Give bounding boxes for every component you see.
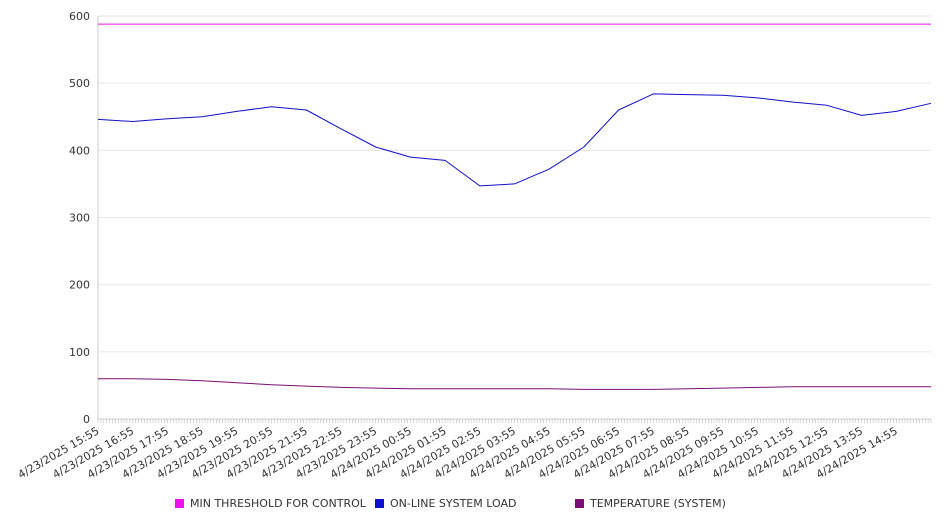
legend-swatch-online-system-load	[375, 499, 384, 508]
y-tick-label: 600	[69, 10, 90, 23]
y-tick-label: 0	[83, 413, 90, 426]
legend-swatch-temperature-system	[575, 499, 584, 508]
y-tick-label: 500	[69, 77, 90, 90]
y-tick-label: 200	[69, 279, 90, 292]
legend-swatch-min-threshold	[175, 499, 184, 508]
legend-item-min-threshold[interactable]: MIN THRESHOLD FOR CONTROL	[175, 497, 366, 510]
legend-label-min-threshold: MIN THRESHOLD FOR CONTROL	[190, 497, 366, 510]
y-axis-tick-labels: 0 100 200 300 400 500 600	[69, 10, 90, 426]
legend-item-online-system-load[interactable]: ON-LINE SYSTEM LOAD	[375, 497, 516, 510]
legend-label-temperature-system: TEMPERATURE (SYSTEM)	[590, 497, 726, 510]
legend-item-temperature-system[interactable]: TEMPERATURE (SYSTEM)	[575, 497, 726, 510]
y-tick-label: 300	[69, 212, 90, 225]
series-line-2	[98, 378, 931, 390]
x-axis-tick-labels: 4/23/2025 15:554/23/2025 16:554/23/2025 …	[16, 424, 900, 481]
grid-lines	[98, 15, 931, 353]
legend: MIN THRESHOLD FOR CONTROL ON-LINE SYSTEM…	[0, 497, 946, 515]
y-tick-label: 400	[69, 144, 90, 157]
series-lines	[97, 23, 932, 390]
series-line-1	[97, 93, 932, 187]
legend-label-online-system-load: ON-LINE SYSTEM LOAD	[390, 497, 517, 510]
axes	[97, 16, 932, 423]
y-tick-label: 100	[69, 346, 90, 359]
